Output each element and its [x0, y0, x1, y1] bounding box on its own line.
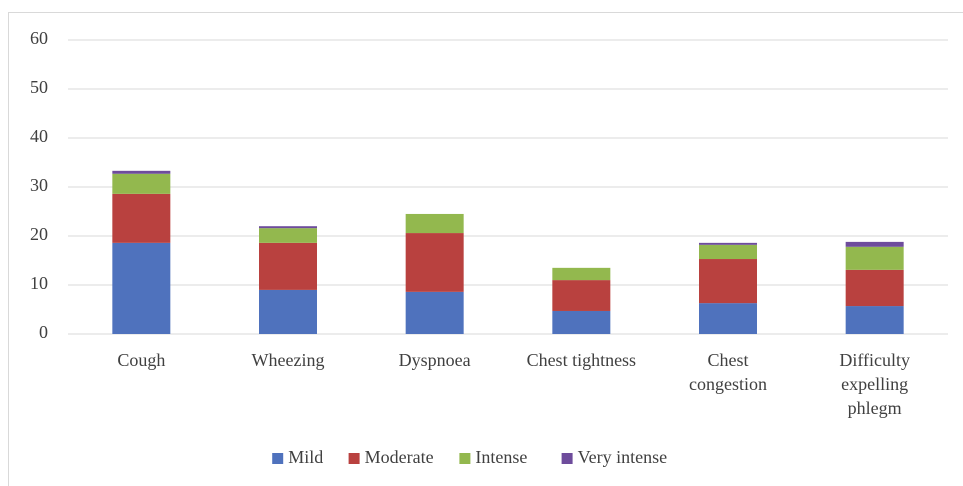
y-tick-label: 0 [39, 322, 48, 342]
bar-segment [552, 310, 611, 334]
bar-segment [699, 242, 757, 245]
x-tick-label: Cough [117, 350, 165, 370]
y-tick-label: 40 [30, 126, 48, 146]
x-tick-label: Wheezing [252, 350, 325, 370]
bar-segment [845, 306, 904, 334]
bar-segment [699, 244, 757, 260]
bar-segment [405, 291, 464, 334]
bar-segment [699, 259, 757, 304]
bar-segment [259, 242, 317, 290]
bar-segment [112, 173, 171, 194]
y-tick-label: 30 [30, 175, 48, 195]
bar-segment [845, 246, 904, 270]
bar-segment [405, 233, 464, 292]
legend-swatch [348, 453, 360, 464]
x-tick-label: Difficulty expelling phlegm [839, 350, 910, 418]
x-tick-label: Dyspnoea [399, 350, 471, 370]
legend-label: Moderate [365, 447, 434, 467]
bar-segment [112, 242, 171, 334]
bar-segment [552, 280, 611, 311]
y-tick-label: 10 [30, 273, 48, 293]
y-tick-label: 20 [30, 224, 48, 244]
bar-segment [112, 170, 171, 174]
legend-label: Mild [288, 447, 323, 467]
legend-label: Intense [475, 447, 527, 467]
bar-segment [845, 241, 904, 247]
legend-label: Very intense [578, 447, 667, 467]
bar-segment [259, 228, 317, 243]
bar-segment [845, 269, 904, 307]
legend-swatch [561, 453, 573, 464]
bar-segment [405, 213, 464, 234]
bar-segment [112, 193, 171, 243]
x-tick-label: Chest congestion [689, 350, 767, 394]
x-tick-label: Chest tightness [527, 350, 637, 370]
y-tick-label: 50 [30, 77, 48, 97]
bar-segment [552, 267, 611, 281]
legend-swatch [459, 453, 471, 464]
y-tick-label: 60 [30, 28, 48, 48]
bar-segment [259, 226, 317, 229]
bar-segment [699, 303, 757, 334]
legend-swatch [272, 453, 284, 464]
bar-segment [259, 289, 317, 334]
